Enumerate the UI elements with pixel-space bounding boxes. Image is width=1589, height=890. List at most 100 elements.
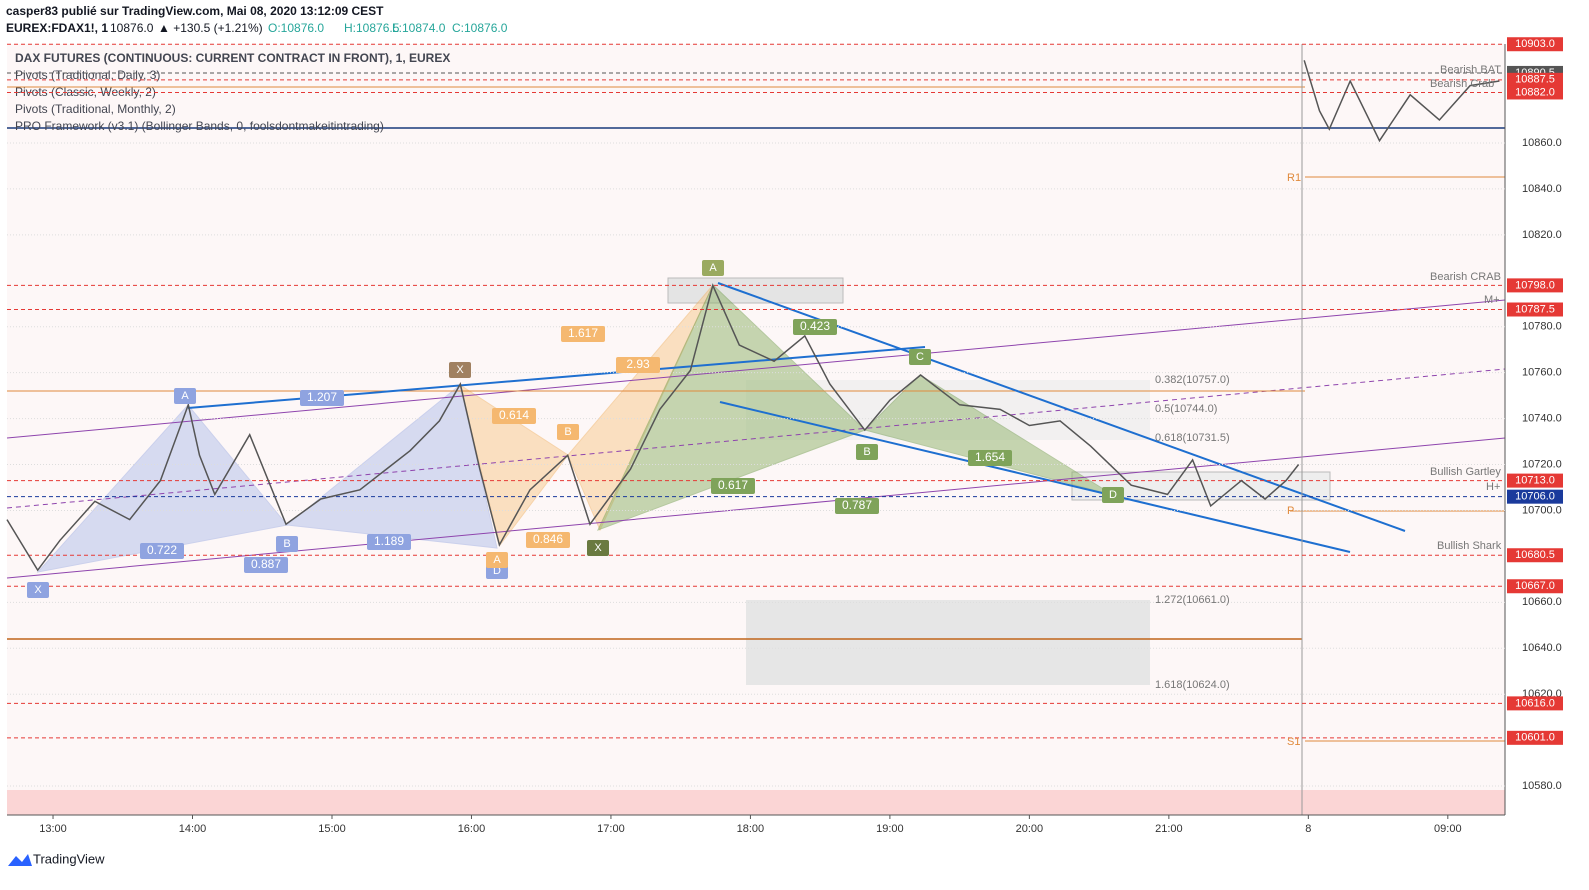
point-box [449, 362, 471, 378]
level-label: 10706.0 [1515, 491, 1555, 503]
x-tick-label: 17:00 [597, 823, 625, 835]
band-line [6, 368, 1506, 509]
ratio-label: 0.617 [718, 478, 748, 492]
high: H:10876.5 [344, 21, 400, 35]
ratio-label: 0.887 [251, 557, 281, 571]
point-box [1102, 487, 1124, 503]
annotation: R1 [1287, 172, 1301, 184]
fib-box [746, 600, 1150, 685]
point-label: B [283, 538, 290, 550]
point-box [486, 552, 508, 568]
point-box [276, 536, 298, 552]
ratio-box [367, 534, 411, 550]
point-box [174, 388, 196, 404]
band-line [6, 437, 1506, 579]
ratio-box [526, 532, 570, 548]
ratio-label: 2.93 [626, 357, 650, 371]
annotation: M+ [1484, 294, 1500, 306]
point-label: A [493, 554, 501, 566]
trend-line [719, 401, 1351, 553]
x-tick-label: 20:00 [1016, 823, 1044, 835]
point-box [557, 424, 579, 440]
point-label: X [594, 542, 602, 554]
x-tick-label: 21:00 [1155, 823, 1183, 835]
ratio-box [711, 478, 755, 494]
point-label: A [709, 262, 717, 274]
close: C:10876.0 [452, 21, 508, 35]
point-label: X [34, 584, 42, 596]
level-label: 10713.0 [1515, 475, 1555, 487]
band-line [6, 299, 1506, 439]
point-box [702, 260, 724, 276]
level-label: 10601.0 [1515, 732, 1555, 744]
ratio-box [140, 543, 184, 559]
ratio-box [968, 450, 1012, 466]
y-tick-label: 10720.0 [1522, 458, 1562, 470]
point-label: C [916, 351, 924, 363]
point-label: X [456, 364, 464, 376]
level-badge [1507, 37, 1563, 52]
x-tick-label: 16:00 [458, 823, 486, 835]
level-label: 10616.0 [1515, 697, 1555, 709]
ratio-label: 1.617 [568, 326, 598, 340]
annotation: Bearish CRAB [1430, 271, 1501, 283]
last-price: 10876.0 [110, 21, 154, 35]
level-badge [1507, 579, 1563, 594]
annotation: Bearish BAT [1440, 64, 1501, 76]
low: L:10874.0 [392, 21, 446, 35]
annotation: S1 [1287, 736, 1300, 748]
y-tick-label: 10820.0 [1522, 229, 1562, 241]
point-box [27, 582, 49, 598]
y-tick-label: 10760.0 [1522, 367, 1562, 379]
point-label: D [1109, 489, 1117, 501]
y-tick-label: 10740.0 [1522, 412, 1562, 424]
point-box [587, 540, 609, 556]
annotation: 1.272(10661.0) [1155, 594, 1230, 606]
logo [8, 854, 32, 866]
level-label: 10903.0 [1515, 38, 1555, 50]
x-tick-label: 19:00 [876, 823, 904, 835]
ratio-label: 0.614 [499, 408, 529, 422]
ratio-label: 0.787 [842, 498, 872, 512]
price-line [6, 60, 1500, 572]
annotation: 0.618(10731.5) [1155, 432, 1230, 444]
y-tick-label: 10700.0 [1522, 504, 1562, 516]
ratio-box [244, 557, 288, 573]
ratio-label: 0.722 [147, 543, 177, 557]
level-badge [1507, 473, 1563, 488]
x-tick-label: 15:00 [318, 823, 346, 835]
y-tick-label: 10840.0 [1522, 183, 1562, 195]
point-box [909, 349, 931, 365]
annotation: 0.382(10757.0) [1155, 374, 1230, 386]
annotation: Bullish Gartley [1430, 466, 1501, 478]
annotation: Bullish Shark [1437, 540, 1502, 552]
y-tick-label: 10580.0 [1522, 780, 1562, 792]
level-label: 10798.0 [1515, 279, 1555, 291]
legend-entry: Pivots (Traditional, Monthly, 2) [15, 102, 176, 116]
level-label: 10680.5 [1515, 549, 1555, 561]
level-badge [1507, 302, 1563, 317]
ratio-label: 0.423 [800, 319, 830, 333]
legend-entry: PRO Framework (v3.1) (Bollinger Bands, 0… [15, 119, 384, 133]
open: O:10876.0 [268, 21, 324, 35]
change: ▲ +130.5 (+1.21%) [158, 21, 263, 35]
zone-band [7, 790, 1505, 815]
ratio-box [835, 498, 879, 514]
ratio-box [492, 408, 536, 424]
point-label: B [863, 446, 870, 458]
level-badge [1507, 278, 1563, 293]
y-tick-label: 10660.0 [1522, 596, 1562, 608]
author-line: casper83 publié sur TradingView.com, Mai… [6, 4, 384, 18]
ratio-box [561, 326, 605, 342]
level-badge [1507, 730, 1563, 745]
y-tick-label: 10640.0 [1522, 642, 1562, 654]
ratio-box [793, 319, 837, 335]
level-badge [1507, 696, 1563, 711]
ratio-label: 0.846 [533, 532, 563, 546]
level-badge [1507, 72, 1563, 87]
ratio-box [300, 390, 344, 406]
ratio-label: 1.189 [374, 534, 404, 548]
level-label: 10887.5 [1515, 74, 1555, 86]
legend-entry: Pivots (Traditional, Daily, 3) [15, 68, 160, 82]
